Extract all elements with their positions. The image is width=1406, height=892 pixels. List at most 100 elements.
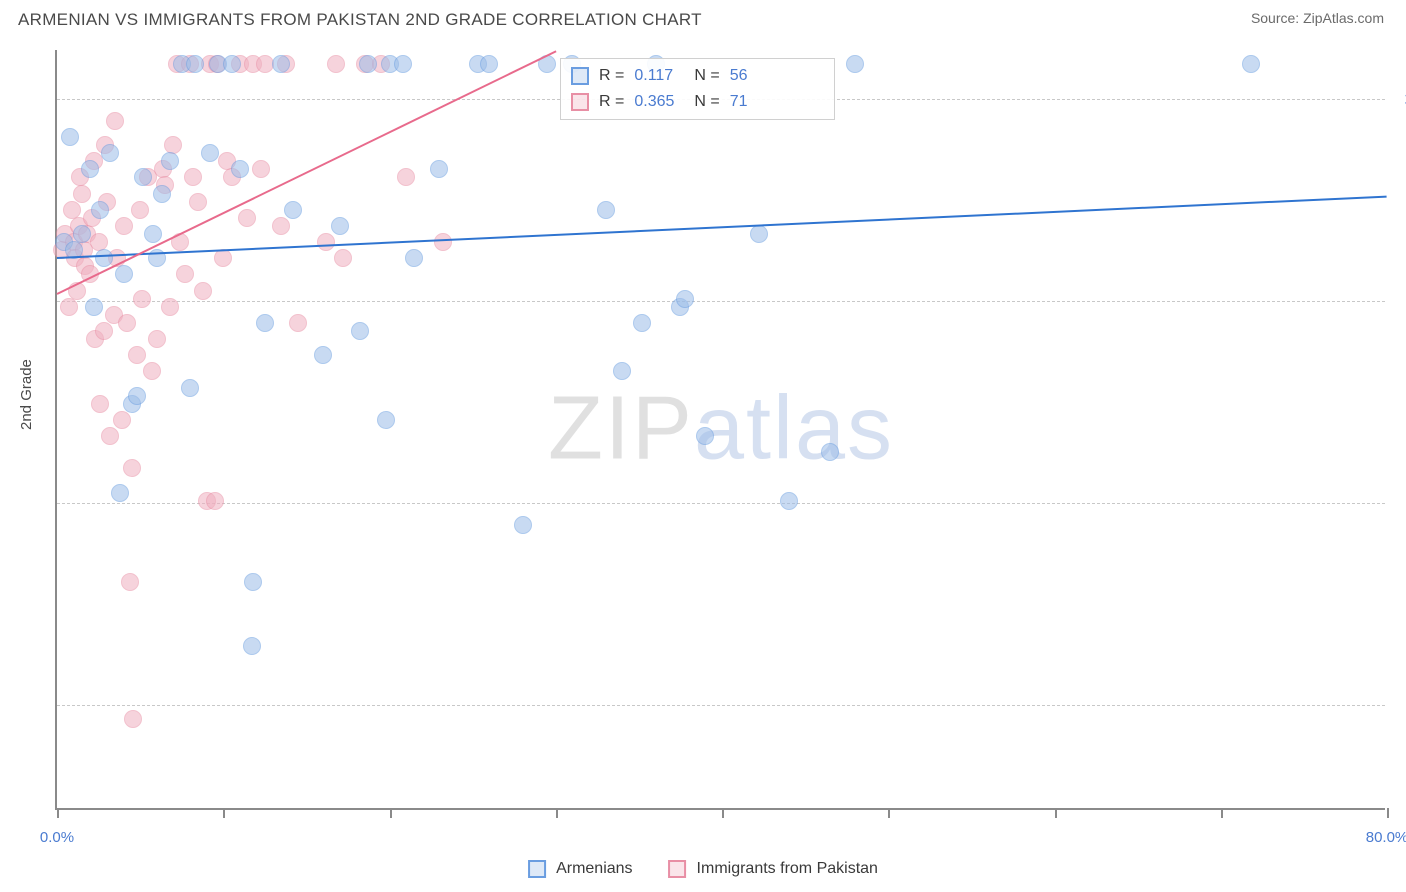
scatter-point xyxy=(243,637,261,655)
x-tick-label: 80.0% xyxy=(1366,829,1406,846)
scatter-point xyxy=(351,322,369,340)
scatter-point xyxy=(272,217,290,235)
x-tick xyxy=(1387,808,1389,818)
scatter-point xyxy=(85,298,103,316)
scatter-point xyxy=(148,330,166,348)
scatter-point xyxy=(115,265,133,283)
scatter-point xyxy=(101,144,119,162)
series-name: Immigrants from Pakistan xyxy=(697,860,878,878)
scatter-point xyxy=(1242,55,1260,73)
scatter-point xyxy=(143,362,161,380)
scatter-point xyxy=(73,185,91,203)
scatter-point xyxy=(633,314,651,332)
scatter-point xyxy=(161,298,179,316)
scatter-point xyxy=(124,710,142,728)
watermark: ZIPatlas xyxy=(548,378,894,481)
series-legend-item: Immigrants from Pakistan xyxy=(669,860,878,878)
scatter-point xyxy=(201,144,219,162)
scatter-point xyxy=(134,168,152,186)
r-value: 0.365 xyxy=(634,93,684,111)
scatter-point xyxy=(186,55,204,73)
scatter-point xyxy=(317,233,335,251)
scatter-point xyxy=(111,484,129,502)
x-tick xyxy=(1055,808,1057,818)
scatter-point xyxy=(613,362,631,380)
gridline xyxy=(57,301,1385,302)
scatter-point xyxy=(244,573,262,591)
x-tick xyxy=(57,808,59,818)
scatter-point xyxy=(231,160,249,178)
scatter-point xyxy=(514,516,532,534)
scatter-point xyxy=(405,249,423,267)
scatter-point xyxy=(95,249,113,267)
scatter-point xyxy=(750,225,768,243)
series-legend: Armenians Immigrants from Pakistan xyxy=(528,860,878,878)
y-tick-label: 92.5% xyxy=(1395,696,1406,713)
scatter-point xyxy=(397,168,415,186)
scatter-point xyxy=(101,427,119,445)
n-label: N = xyxy=(694,67,719,85)
legend-swatch xyxy=(528,860,546,878)
x-tick xyxy=(390,808,392,818)
scatter-point xyxy=(128,346,146,364)
trend-line xyxy=(57,196,1387,259)
scatter-point xyxy=(272,55,290,73)
scatter-point xyxy=(189,193,207,211)
scatter-point xyxy=(327,55,345,73)
scatter-point xyxy=(480,55,498,73)
scatter-point xyxy=(256,55,274,73)
scatter-point xyxy=(144,225,162,243)
scatter-point xyxy=(434,233,452,251)
scatter-point xyxy=(113,411,131,429)
legend-row: R = 0.117 N = 56 xyxy=(571,63,824,89)
legend-swatch xyxy=(571,93,589,111)
n-value: 56 xyxy=(730,67,780,85)
x-tick-label: 0.0% xyxy=(40,829,74,846)
scatter-point xyxy=(131,201,149,219)
scatter-point xyxy=(780,492,798,510)
scatter-point xyxy=(91,395,109,413)
n-label: N = xyxy=(694,93,719,111)
scatter-point xyxy=(597,201,615,219)
scatter-point xyxy=(256,314,274,332)
scatter-point xyxy=(284,201,302,219)
scatter-point xyxy=(394,55,412,73)
scatter-point xyxy=(289,314,307,332)
source-label: Source: ZipAtlas.com xyxy=(1251,10,1384,26)
scatter-point xyxy=(164,136,182,154)
scatter-point xyxy=(128,387,146,405)
scatter-point xyxy=(60,298,78,316)
scatter-point xyxy=(846,55,864,73)
correlation-legend: R = 0.117 N = 56R = 0.365 N = 71 xyxy=(560,58,835,120)
series-legend-item: Armenians xyxy=(528,860,632,878)
scatter-point xyxy=(214,249,232,267)
scatter-chart: ZIPatlas 92.5%95.0%97.5%100.0%0.0%80.0% xyxy=(55,50,1385,810)
scatter-point xyxy=(161,152,179,170)
y-axis-label: 2nd Grade xyxy=(18,359,35,430)
scatter-point xyxy=(73,225,91,243)
r-label: R = xyxy=(599,67,624,85)
scatter-point xyxy=(676,290,694,308)
y-tick-label: 95.0% xyxy=(1395,494,1406,511)
y-tick-label: 100.0% xyxy=(1395,90,1406,107)
scatter-point xyxy=(81,160,99,178)
legend-row: R =0.365N =71 xyxy=(571,89,824,115)
scatter-point xyxy=(91,201,109,219)
r-value: 0.117 xyxy=(634,67,684,85)
n-value: 71 xyxy=(730,93,780,111)
scatter-point xyxy=(121,573,139,591)
scatter-point xyxy=(118,314,136,332)
scatter-point xyxy=(334,249,352,267)
scatter-point xyxy=(223,55,241,73)
x-tick xyxy=(888,808,890,818)
scatter-point xyxy=(359,55,377,73)
y-tick-label: 97.5% xyxy=(1395,292,1406,309)
scatter-point xyxy=(194,282,212,300)
scatter-point xyxy=(206,492,224,510)
gridline xyxy=(57,503,1385,504)
scatter-point xyxy=(95,322,113,340)
legend-swatch xyxy=(669,860,687,878)
scatter-point xyxy=(106,112,124,130)
gridline xyxy=(57,705,1385,706)
scatter-point xyxy=(821,443,839,461)
